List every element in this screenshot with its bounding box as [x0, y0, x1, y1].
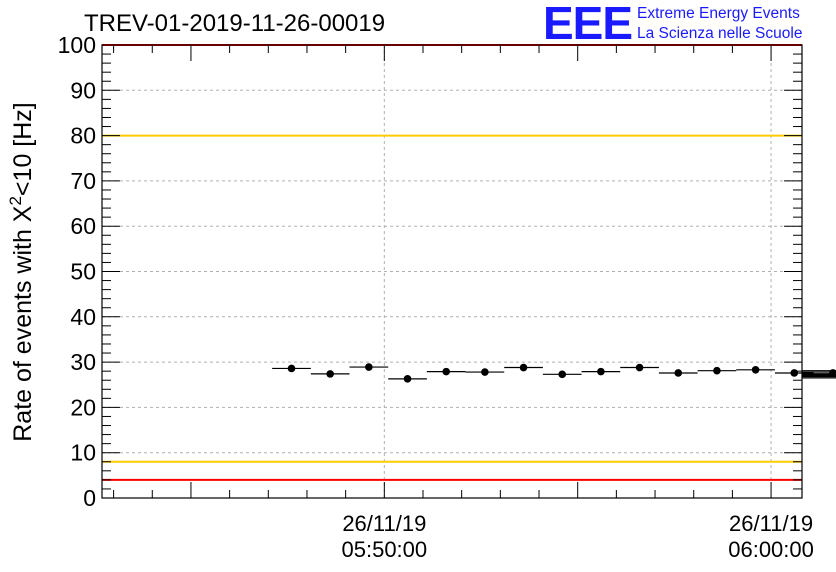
data-point — [790, 369, 799, 377]
y-tick-label: 100 — [58, 32, 96, 58]
logo-line-2: La Scienza nelle Scuole — [637, 25, 803, 42]
y-tick-label: 70 — [70, 168, 96, 194]
data-point — [674, 369, 683, 377]
eee-logo: EEE — [543, 0, 633, 49]
x-tick-date: 26/11/19 — [342, 511, 426, 536]
data-point — [481, 368, 489, 376]
x-tick-time: 05:50:00 — [342, 537, 428, 562]
logo-line-1: Extreme Energy Events — [637, 5, 800, 22]
data-point — [442, 367, 450, 376]
data-point — [519, 363, 528, 372]
y-axis-label: Rate of events with X2<10 [Hz] — [6, 102, 37, 442]
chart-title: TREV-01-2019-11-26-00019 — [84, 10, 386, 37]
y-tick-label: 0 — [83, 485, 96, 511]
data-point — [365, 363, 373, 371]
data-point — [635, 363, 644, 372]
y-tick-label: 90 — [70, 77, 96, 103]
y-tick-label: 80 — [70, 123, 96, 149]
x-tick-time: 06:00:00 — [728, 537, 814, 562]
y-tick-label: 40 — [70, 304, 96, 330]
y-tick-label: 60 — [70, 213, 96, 239]
y-tick-label: 30 — [70, 349, 96, 375]
data-point — [558, 370, 567, 379]
data-point — [326, 370, 334, 378]
y-tick-label: 10 — [70, 440, 96, 466]
data-point — [403, 375, 412, 383]
x-tick-date: 26/11/19 — [729, 511, 813, 536]
data-point — [597, 367, 605, 376]
data-point — [751, 366, 760, 374]
data-point — [287, 364, 296, 373]
y-tick-label: 20 — [70, 394, 96, 420]
data-point — [713, 366, 721, 375]
y-tick-label: 50 — [70, 259, 96, 285]
